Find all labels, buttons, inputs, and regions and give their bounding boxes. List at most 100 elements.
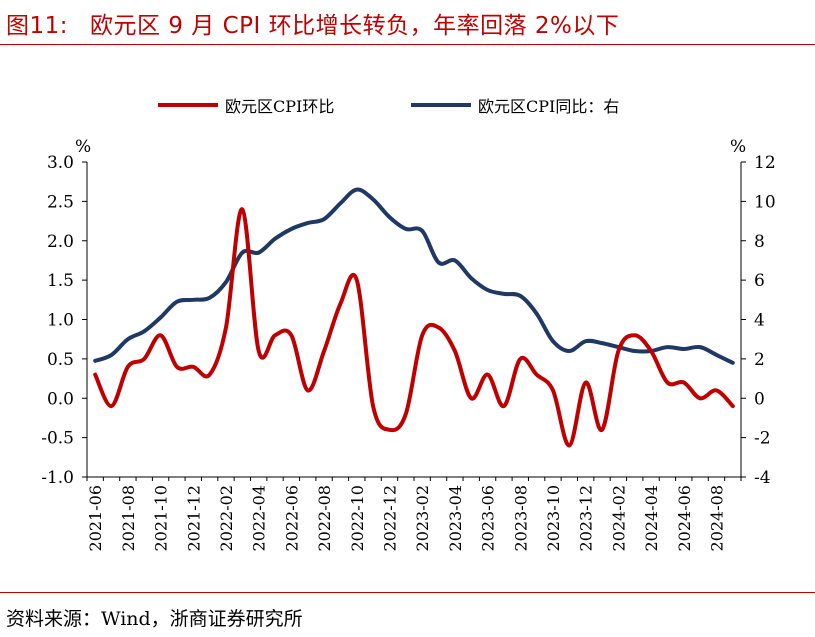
data-point-mom [257,349,261,353]
right-axis-unit: % [730,137,746,157]
left-tick-label: 0.5 [47,350,74,370]
x-tick-label: 2023-10 [544,485,563,551]
data-point-mom [224,325,228,329]
data-point-yoy [404,227,408,231]
x-tick-label: 2024-06 [675,485,694,551]
legend-label-mom: 欧元区CPI环比 [225,97,334,116]
x-tick-label: 2024-04 [642,485,661,551]
data-point-yoy [535,312,539,316]
data-point-mom [273,333,277,337]
data-point-mom [551,388,555,392]
data-point-yoy [469,276,473,280]
data-point-yoy [698,345,702,349]
data-point-yoy [175,300,179,304]
data-point-yoy [273,237,277,241]
data-point-mom [698,396,702,400]
data-point-yoy [387,215,392,219]
data-point-mom [355,278,359,282]
data-point-yoy [518,294,522,298]
x-tick-label: 2021-06 [86,485,105,551]
x-tick-label: 2022-10 [348,485,367,551]
data-point-yoy [224,280,228,284]
data-point-mom [289,333,293,337]
data-point-mom [191,365,195,369]
data-point-mom [731,404,735,408]
data-point-mom [387,428,392,432]
x-tick-label: 2021-08 [119,485,138,551]
data-point-mom [126,365,130,369]
data-point-mom [584,380,588,385]
data-point-yoy [338,201,342,205]
data-point-mom [518,357,522,361]
data-point-mom [535,373,539,377]
x-tick-label: 2023-06 [479,485,498,551]
right-tick-label: 8 [754,232,765,252]
data-point-mom [109,404,114,408]
data-point-mom [175,365,179,369]
data-point-mom [567,443,571,448]
right-tick-label: 10 [754,192,776,212]
data-point-mom [486,373,490,377]
series-line-mom [93,207,735,448]
data-point-yoy [208,296,212,300]
data-point-mom [600,428,604,432]
left-tick-label: 2.0 [47,232,74,252]
x-tick-label: 2022-04 [250,485,269,551]
x-tick-label: 2022-08 [315,485,334,551]
data-point-mom [649,349,653,353]
right-tick-label: 2 [754,350,765,370]
data-point-mom [714,388,719,392]
right-tick-label: 12 [754,153,776,173]
data-point-yoy [126,337,130,341]
data-point-yoy [306,221,310,225]
x-tick-label: 2021-10 [152,485,171,551]
figure-number: 图11: [6,13,69,39]
data-point-mom [93,373,97,377]
chart-canvas: 欧元区CPI环比 欧元区CPI同比：右 % % -1.0 -0.5 0.0 0.5 1.… [41,97,776,551]
x-tick-label: 2022-02 [217,485,236,551]
data-point-yoy [551,339,555,343]
data-point-yoy [240,251,244,255]
data-point-yoy [453,258,457,262]
data-point-yoy [289,227,293,231]
x-tick-label: 2022-06 [282,485,301,551]
left-tick-label: 1.5 [47,271,74,291]
left-tick-label: -0.5 [41,429,74,449]
data-point-mom [420,333,424,337]
x-tick-label: 2024-08 [707,485,726,551]
data-point-yoy [93,359,97,363]
data-point-mom [453,349,457,353]
data-point-yoy [109,353,114,357]
data-point-mom [371,404,375,408]
data-point-yoy [584,339,588,343]
left-axis-unit: % [75,137,91,157]
x-tick-label: 2022-12 [380,485,399,551]
left-tick-label: -1.0 [41,468,74,488]
right-tick-label: -2 [754,429,771,449]
data-point-yoy [420,229,424,233]
x-tick-label: 2023-02 [413,485,432,551]
data-point-mom [306,388,310,392]
legend: 欧元区CPI环比 欧元区CPI同比：右 [158,97,619,116]
data-point-mom [404,412,408,416]
data-point-yoy [371,197,375,201]
data-point-yoy [665,345,670,349]
series-line-yoy [93,187,735,365]
data-point-yoy [600,341,604,345]
data-point-yoy [191,298,195,302]
right-tick-label: 6 [754,271,765,291]
data-point-yoy [731,361,735,365]
x-tick-label: 2023-12 [577,485,596,551]
x-tick-label: 2021-12 [184,485,203,551]
left-tick-label: 0.0 [47,389,74,409]
data-point-mom [665,380,670,385]
data-point-mom [159,333,163,337]
data-point-mom [682,380,686,385]
data-point-mom [208,373,212,377]
source-rule [0,592,815,593]
data-point-yoy [142,329,146,333]
data-point-yoy [322,217,326,221]
right-tick-label: -4 [754,468,771,488]
data-point-mom [338,302,342,306]
data-point-yoy [355,188,359,192]
